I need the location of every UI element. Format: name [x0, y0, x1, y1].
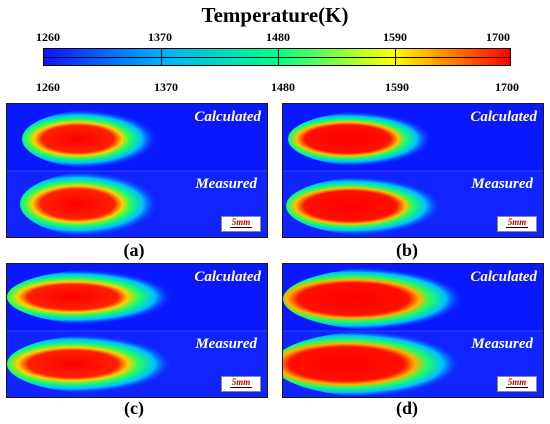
measured-label: Measured: [471, 336, 533, 352]
measured-hotspot: [283, 330, 503, 397]
colorbar-top-tick: 1370: [148, 30, 172, 44]
scale-bar: 5mm: [497, 376, 537, 392]
calculated-label: Calculated: [194, 109, 261, 125]
panel-b: Calculated Measured 5mm: [282, 103, 544, 238]
scale-bar: 5mm: [221, 216, 261, 232]
colorbar-title: Temperature(K): [201, 3, 349, 27]
panel-d: Calculated Measured 5mm: [282, 263, 544, 398]
thermal-map-b: [283, 111, 543, 237]
panel-a: Calculated Measured 5mm: [6, 103, 268, 238]
colorbar-top-tick: 1590: [383, 30, 407, 44]
colorbar-top-tick: 1700: [486, 30, 510, 44]
colorbar-divider: [395, 49, 396, 65]
measured-label: Measured: [195, 336, 257, 352]
thermal-map-c: [7, 269, 267, 397]
calculated-hotspot: [288, 111, 458, 167]
measured-hotspot: [7, 334, 207, 394]
caption-b: (b): [396, 240, 418, 260]
colorbar-bottom-tick: 1700: [495, 80, 519, 94]
scale-bar: 5mm: [221, 376, 261, 392]
colorbar-bottom-tick: 1480: [271, 80, 295, 94]
scale-bar: 5mm: [497, 216, 537, 232]
measured-label: Measured: [195, 176, 257, 192]
colorbar-bottom-tick: 1590: [385, 80, 409, 94]
colorbar-top-tick: 1260: [36, 30, 60, 44]
colorbar-divider: [161, 49, 162, 65]
measured-label: Measured: [471, 176, 533, 192]
measured-hotspot: [20, 171, 184, 237]
colorbar-top-tick: 1480: [266, 30, 290, 44]
calculated-hotspot: [22, 109, 182, 169]
calculated-label: Calculated: [470, 109, 537, 125]
caption-c: (c): [124, 398, 144, 418]
panel-c: Calculated Measured 5mm: [6, 263, 268, 398]
calculated-label: Calculated: [194, 269, 261, 285]
caption-d: (d): [396, 398, 418, 418]
caption-a: (a): [123, 240, 145, 260]
measured-hotspot: [286, 176, 470, 236]
colorbar: [43, 48, 511, 66]
colorbar-divider: [278, 49, 279, 65]
calculated-label: Calculated: [470, 269, 537, 285]
colorbar-bottom-tick: 1260: [36, 80, 60, 94]
colorbar-midline: [44, 57, 510, 58]
calculated-hotspot: [283, 267, 503, 331]
calculated-hotspot: [7, 269, 207, 325]
colorbar-bottom-tick: 1370: [154, 80, 178, 94]
